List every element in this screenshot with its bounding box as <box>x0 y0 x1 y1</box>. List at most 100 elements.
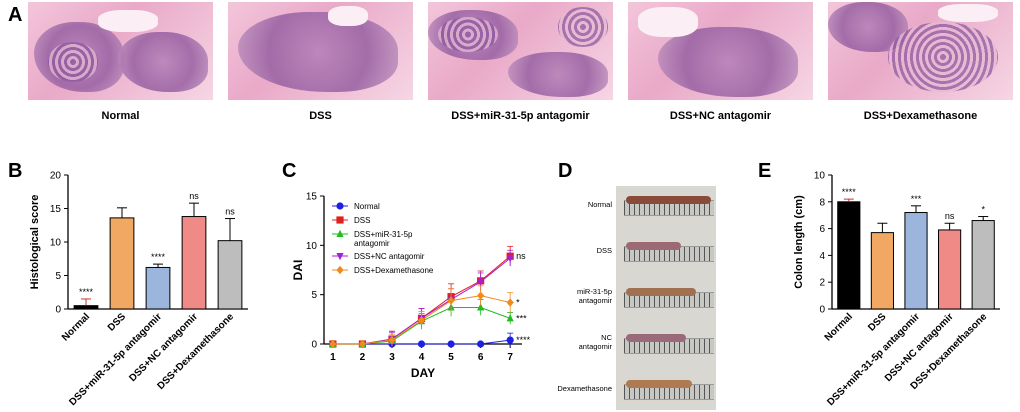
x-tick-label: DSS <box>866 311 889 334</box>
significance-label: **** <box>151 252 166 262</box>
colon-specimen <box>626 242 681 250</box>
panel-letter-c: C <box>282 160 297 182</box>
y-tick-label: 5 <box>55 271 61 282</box>
bar <box>971 220 995 310</box>
ruler <box>624 246 714 262</box>
significance-label: **** <box>516 335 531 345</box>
photo-label: Dexamethasone <box>557 383 612 393</box>
y-tick-label: 2 <box>819 278 825 289</box>
series-4 <box>329 285 514 349</box>
y-tick-label: 10 <box>306 241 318 252</box>
data-point <box>477 291 485 300</box>
photo-strip <box>616 370 716 406</box>
significance-label: ns <box>945 211 955 221</box>
micrograph-dexamethasone <box>828 2 1013 100</box>
legend-label: DSS <box>354 216 370 225</box>
photo-label: NC antagomir <box>578 333 612 351</box>
micrograph-mir <box>428 2 613 100</box>
y-tick-label: 6 <box>819 224 825 235</box>
x-tick-label: Normal <box>60 311 92 343</box>
micrograph-normal <box>28 2 213 100</box>
bar <box>938 229 962 310</box>
x-tick-label: 5 <box>448 352 454 363</box>
data-point <box>388 335 396 345</box>
significance-label: **** <box>842 187 857 197</box>
bar <box>217 240 243 310</box>
photo-strip <box>616 232 716 268</box>
x-tick-label: 1 <box>330 352 336 363</box>
data-point <box>336 216 344 224</box>
x-tick-label: DSS <box>106 311 129 334</box>
bar <box>73 305 99 310</box>
panel-letter-b: B <box>8 160 23 182</box>
photo-label: DSS <box>596 245 612 255</box>
y-tick-label: 8 <box>819 197 825 208</box>
significance-label: ns <box>516 251 526 261</box>
data-point <box>417 340 426 348</box>
colon-photo <box>616 186 716 410</box>
x-tick-label: 3 <box>389 352 395 363</box>
photo-strip <box>616 278 716 314</box>
data-point <box>336 265 344 275</box>
bar <box>181 216 207 310</box>
data-point <box>417 316 426 325</box>
caption-normal: Normal <box>101 110 140 122</box>
x-axis-label: DAY <box>411 366 435 380</box>
y-tick-label: 0 <box>819 305 825 316</box>
legend-entry: Normal <box>332 202 380 211</box>
legend-label: DSS+miR-31-5p <box>354 230 413 239</box>
significance-label: *** <box>516 313 527 323</box>
data-point <box>477 340 485 348</box>
x-tick-label: Normal <box>823 311 855 343</box>
x-tick-label: 6 <box>478 352 484 363</box>
micrograph-nc <box>628 2 813 100</box>
colon-specimen <box>626 334 686 342</box>
y-tick-label: 4 <box>819 251 825 262</box>
panel-letter-d: D <box>558 160 573 182</box>
series-3 <box>329 249 514 349</box>
significance-label: **** <box>79 287 94 297</box>
x-tick-label: 4 <box>419 352 425 363</box>
panel-letter-e: E <box>758 160 772 182</box>
y-tick-label: 0 <box>55 305 61 316</box>
chart-colon-length: 0 2 4 6 8 10 Colon length (cm) **** Normal DSS ***… <box>793 171 1000 408</box>
panel-letter-a: A <box>8 4 23 26</box>
legend-entry: DSS <box>332 216 370 225</box>
colon-specimen <box>626 288 696 296</box>
caption-dexamethasone: DSS+Dexamethasone <box>863 110 978 122</box>
data-point <box>336 253 344 261</box>
data-point <box>447 340 455 348</box>
data-point <box>336 229 344 237</box>
caption-dss: DSS <box>309 110 332 122</box>
photo-strip <box>616 186 716 222</box>
chart-histological-score: 0 5 10 15 20 Histological score **** Normal DSS *… <box>29 171 248 408</box>
colon-specimen <box>626 380 692 388</box>
y-tick-label: 15 <box>50 204 62 215</box>
photo-strip <box>616 324 716 360</box>
legend-label: DSS+NC antagomir <box>354 252 425 261</box>
data-point <box>506 336 514 344</box>
y-tick-label: 5 <box>311 290 317 301</box>
significance-label: ns <box>189 191 199 201</box>
x-tick-label: 7 <box>507 352 513 363</box>
y-tick-label: 20 <box>50 171 62 182</box>
data-point <box>477 303 485 311</box>
photo-label: Normal <box>587 199 612 209</box>
y-tick-label: 10 <box>814 171 826 182</box>
data-point <box>506 314 514 322</box>
significance-label: ns <box>225 207 235 217</box>
y-axis-label: Colon length (cm) <box>793 195 805 289</box>
ruler <box>624 292 714 308</box>
y-tick-label: 10 <box>50 238 62 249</box>
y-tick-label: 0 <box>311 340 317 351</box>
legend-entry: DSS+Dexamethasone <box>332 265 434 275</box>
bar <box>109 217 135 310</box>
bar <box>904 212 928 310</box>
series-0 <box>329 332 514 348</box>
data-point <box>336 202 344 210</box>
y-tick-label: 15 <box>306 192 318 203</box>
ruler <box>624 200 714 216</box>
colon-specimen <box>626 196 711 204</box>
significance-label: *** <box>911 194 922 204</box>
